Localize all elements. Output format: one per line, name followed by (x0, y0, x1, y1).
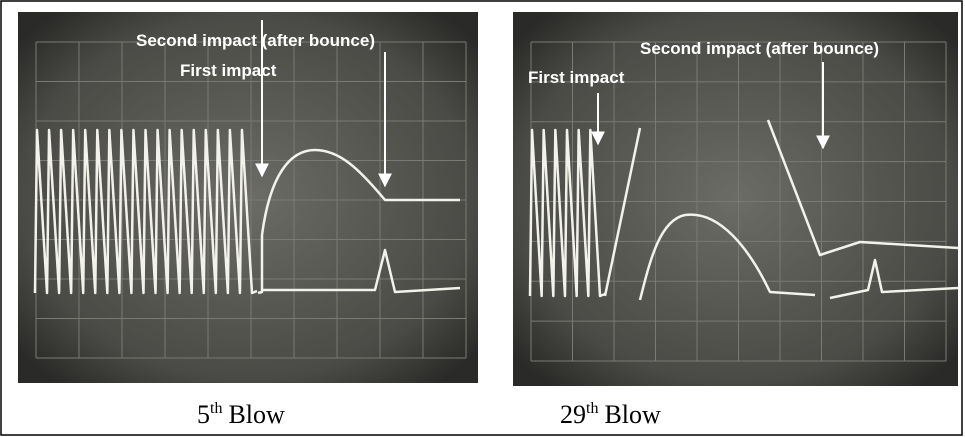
annotation: Second impact (after bounce) (640, 39, 879, 58)
caption: 5th Blow (197, 400, 285, 429)
caption-suffix: th (210, 400, 222, 417)
trace-pulses (528, 128, 606, 298)
caption-number: 29 (560, 400, 586, 429)
trace-pulses (33, 128, 258, 295)
trace-right (603, 119, 959, 301)
trace-right-lower (829, 258, 959, 300)
oscilloscope-right (513, 12, 958, 386)
trace-left-lower (257, 235, 461, 295)
traces (33, 119, 959, 301)
annotation: First impact (528, 68, 625, 87)
caption: 29th Blow (560, 400, 661, 429)
caption-number: 5 (197, 400, 210, 429)
annotation: Second impact (after bounce) (136, 31, 375, 50)
caption-suffix: th (586, 400, 598, 417)
caption-word: Blow (604, 400, 661, 429)
oscilloscope-left (18, 12, 478, 383)
caption-word: Blow (228, 400, 285, 429)
annotation: First impact (180, 61, 277, 80)
trace-left (260, 148, 460, 236)
